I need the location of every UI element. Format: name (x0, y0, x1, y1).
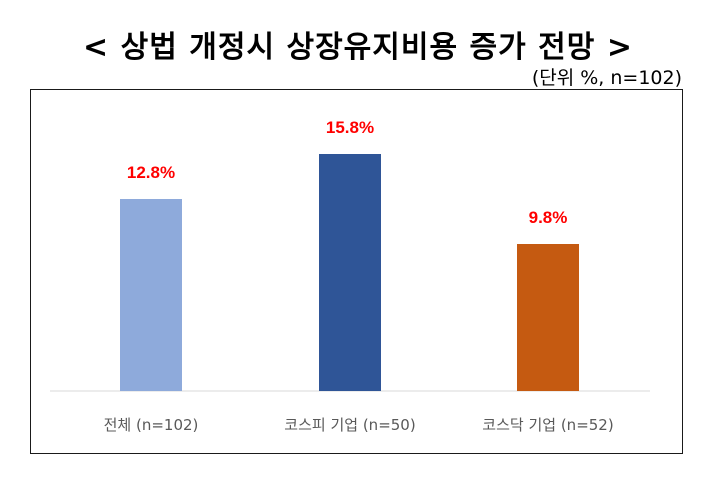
value-label-1: 12.8% (127, 163, 175, 182)
page-title: < 상법 개정시 상장유지비용 증가 전망 > (83, 30, 633, 65)
unit-note: (단위 %, n=102) (531, 67, 682, 89)
bar-1 (120, 199, 182, 391)
bars-group (120, 154, 579, 391)
category-label-1: 전체 (n=102) (104, 416, 199, 434)
bar-2 (319, 154, 381, 391)
bar-3 (517, 244, 579, 391)
category-labels-group: 전체 (n=102) 코스피 기업 (n=50) 코스닥 기업 (n=52) (104, 416, 614, 434)
value-label-2: 15.8% (326, 118, 374, 137)
category-label-2: 코스피 기업 (n=50) (284, 416, 415, 434)
value-labels-group: 12.8% 15.8% 9.8% (127, 118, 567, 227)
value-label-3: 9.8% (529, 208, 568, 227)
chart-frame (30, 89, 683, 454)
category-label-3: 코스닥 기업 (n=52) (482, 416, 613, 434)
